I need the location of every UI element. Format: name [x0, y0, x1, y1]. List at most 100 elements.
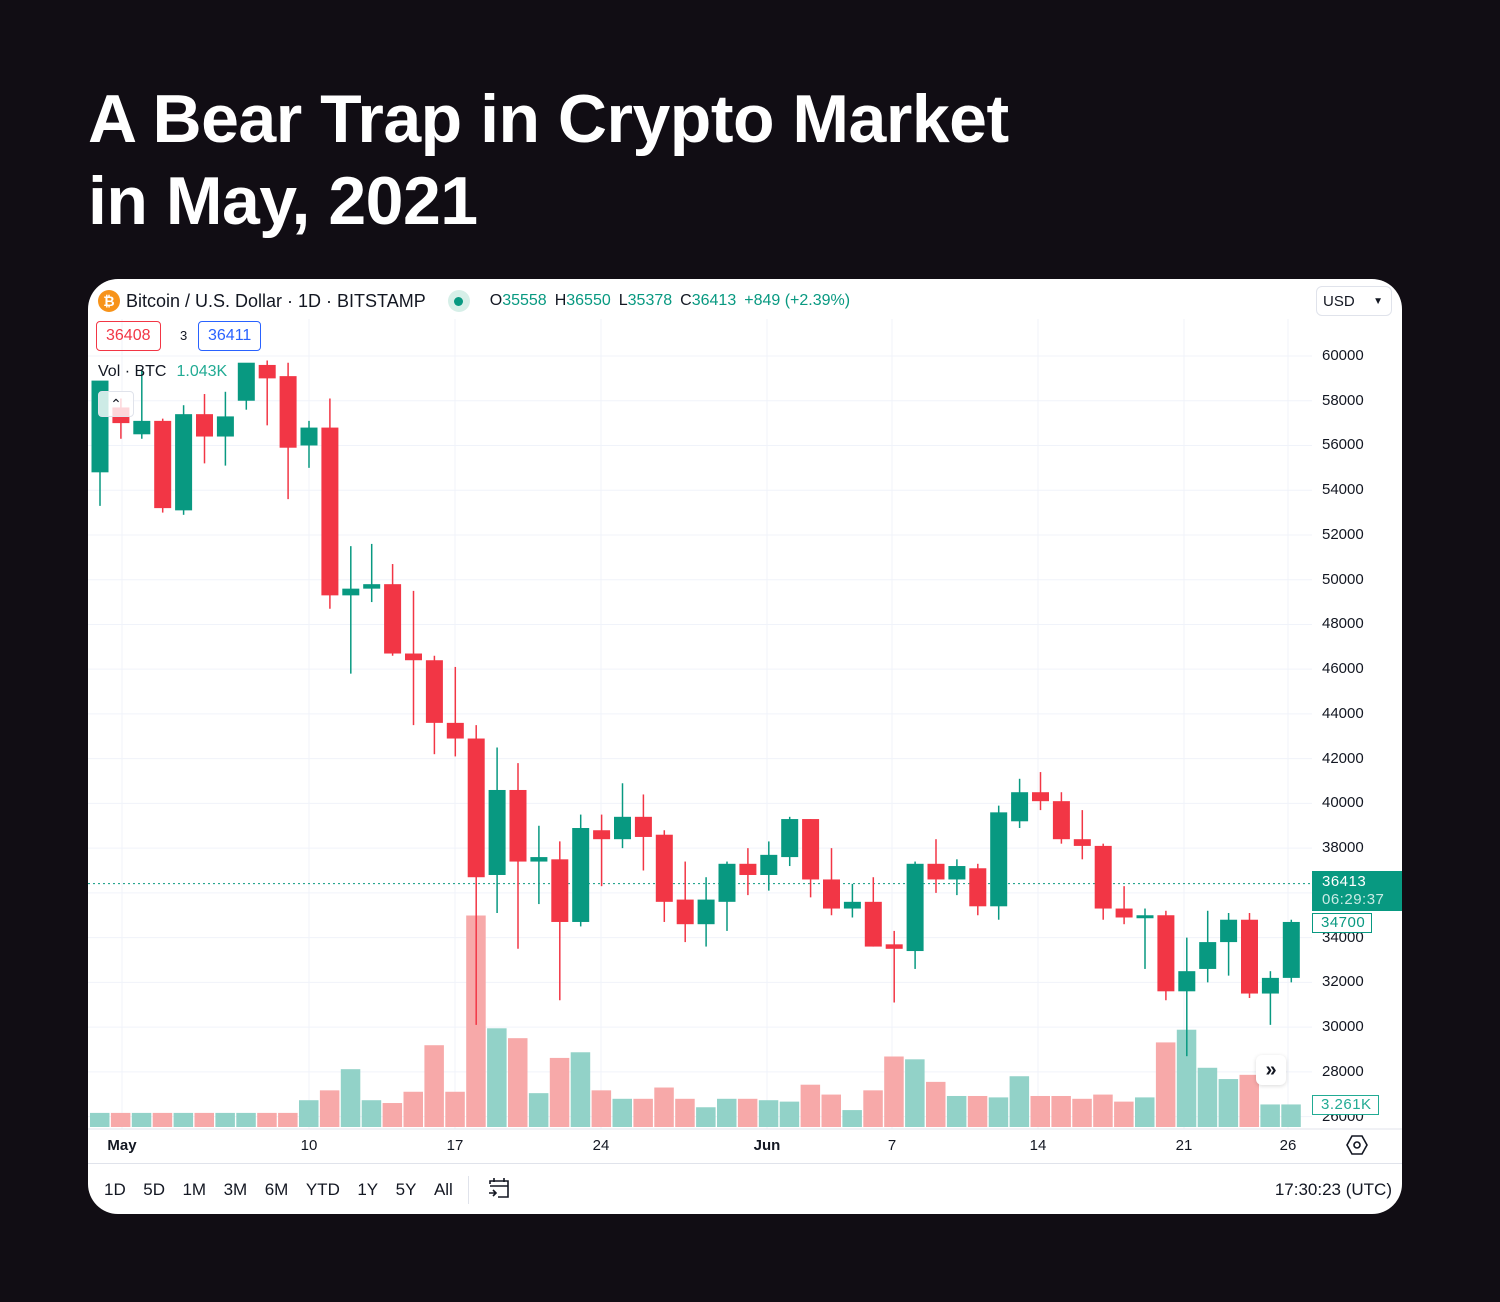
candle[interactable]: [697, 877, 715, 947]
candle[interactable]: [760, 841, 778, 891]
candle[interactable]: [363, 543, 381, 603]
candle[interactable]: [906, 861, 924, 969]
currency-select[interactable]: USD ▼: [1316, 286, 1392, 316]
candle[interactable]: [321, 398, 339, 609]
candle[interactable]: [384, 564, 402, 656]
sell-button[interactable]: 36408: [96, 321, 161, 351]
candle[interactable]: [990, 805, 1008, 920]
candle[interactable]: [802, 819, 820, 898]
candle[interactable]: [718, 861, 736, 931]
time-tick-label: 10: [300, 1137, 318, 1154]
range-button-5d[interactable]: 5D: [143, 1180, 165, 1199]
candle[interactable]: [279, 362, 297, 500]
candle[interactable]: [237, 362, 255, 410]
candle[interactable]: [676, 861, 694, 943]
volume-bar: [988, 1097, 1009, 1127]
buy-button[interactable]: 36411: [198, 321, 262, 351]
candle[interactable]: [551, 841, 569, 1001]
candle[interactable]: [593, 814, 611, 887]
candle[interactable]: [739, 848, 757, 896]
range-button-ytd[interactable]: YTD: [305, 1180, 340, 1199]
candle[interactable]: [843, 883, 861, 918]
candle[interactable]: [530, 825, 548, 905]
candle[interactable]: [864, 877, 882, 947]
candle[interactable]: [175, 405, 193, 515]
volume-bar: [1281, 1104, 1301, 1127]
time-tick-label: May: [107, 1137, 137, 1154]
candle[interactable]: [1011, 778, 1029, 829]
candle[interactable]: [927, 839, 945, 893]
range-button-5y[interactable]: 5Y: [395, 1180, 417, 1199]
range-button-6m[interactable]: 6M: [264, 1180, 289, 1199]
volume-bar: [821, 1094, 841, 1127]
volume-bar: [194, 1112, 214, 1127]
candle[interactable]: [488, 747, 506, 914]
utc-clock[interactable]: 17:30:23 (UTC): [1274, 1180, 1392, 1199]
bitcoin-icon: ₿: [98, 290, 120, 312]
open-value: 35558: [502, 292, 547, 309]
range-button-1m[interactable]: 1M: [182, 1180, 207, 1199]
symbol-title[interactable]: Bitcoin / U.S. Dollar · 1D · BITSTAMP: [126, 290, 426, 311]
candle[interactable]: [342, 546, 360, 674]
bar-countdown: 06:29:37: [1322, 891, 1385, 908]
candle[interactable]: [509, 763, 527, 949]
candle[interactable]: [1157, 910, 1175, 1001]
candle[interactable]: [572, 814, 590, 927]
candle[interactable]: [216, 391, 234, 466]
settings-gear-icon[interactable]: [1346, 1134, 1368, 1156]
candle[interactable]: [300, 420, 318, 468]
scroll-to-realtime-button[interactable]: »: [1256, 1055, 1286, 1085]
range-button-3m[interactable]: 3M: [223, 1180, 248, 1199]
go-to-date-calendar-icon[interactable]: [486, 1176, 512, 1202]
time-tick-label: 14: [1029, 1137, 1047, 1154]
candle[interactable]: [655, 830, 673, 922]
close-value: 36413: [691, 292, 737, 309]
candle[interactable]: [885, 930, 903, 1003]
candle[interactable]: [405, 590, 422, 726]
candle[interactable]: [425, 655, 443, 755]
candle[interactable]: [1032, 772, 1049, 811]
candle[interactable]: [1261, 971, 1279, 1025]
candle[interactable]: [614, 783, 631, 849]
volume-bar: [1051, 1095, 1071, 1127]
volume-bar: [1072, 1098, 1092, 1127]
price-tick-label: 56000: [1322, 436, 1364, 454]
candle[interactable]: [1282, 919, 1300, 983]
volume-bar: [1176, 1029, 1197, 1127]
range-button-1y[interactable]: 1Y: [357, 1180, 379, 1199]
price-tick-label: 42000: [1322, 749, 1364, 767]
candle[interactable]: [258, 360, 276, 426]
candle[interactable]: [1052, 792, 1070, 844]
candle[interactable]: [1178, 937, 1196, 1057]
bottom-toolbar: 1D 5D 1M 3M 6M YTD 1Y 5Y All 17:30:23 (UTC): [88, 1163, 1402, 1214]
volume-bar: [863, 1090, 883, 1127]
candle[interactable]: [467, 725, 485, 1025]
candle[interactable]: [1094, 843, 1112, 920]
candle[interactable]: [634, 794, 652, 871]
candle[interactable]: [948, 859, 966, 896]
candle[interactable]: [133, 369, 151, 439]
candle[interactable]: [823, 848, 840, 916]
candle[interactable]: [446, 666, 464, 757]
candle[interactable]: [196, 394, 213, 464]
range-button-1d[interactable]: 1D: [104, 1180, 126, 1199]
candle[interactable]: [1241, 913, 1258, 999]
range-button-all[interactable]: All: [433, 1180, 453, 1199]
candle[interactable]: [1136, 908, 1154, 969]
open-label: O: [489, 292, 503, 309]
volume-bar: [487, 1028, 507, 1127]
title-line-2: in May, 2021: [88, 163, 478, 239]
volume-bar: [299, 1100, 319, 1127]
candle[interactable]: [1115, 886, 1133, 925]
candle[interactable]: [1073, 810, 1091, 860]
price-tick-label: 48000: [1322, 615, 1364, 633]
candle[interactable]: [781, 816, 799, 867]
candlestick-plot[interactable]: [88, 279, 1402, 1163]
candle[interactable]: [969, 863, 987, 916]
candle[interactable]: [1199, 910, 1217, 983]
volume-bar: [1114, 1101, 1134, 1127]
candle[interactable]: [154, 418, 172, 513]
candle[interactable]: [1220, 913, 1238, 976]
collapse-legend-button[interactable]: ⌃: [98, 391, 134, 417]
volume-bar: [236, 1112, 256, 1127]
